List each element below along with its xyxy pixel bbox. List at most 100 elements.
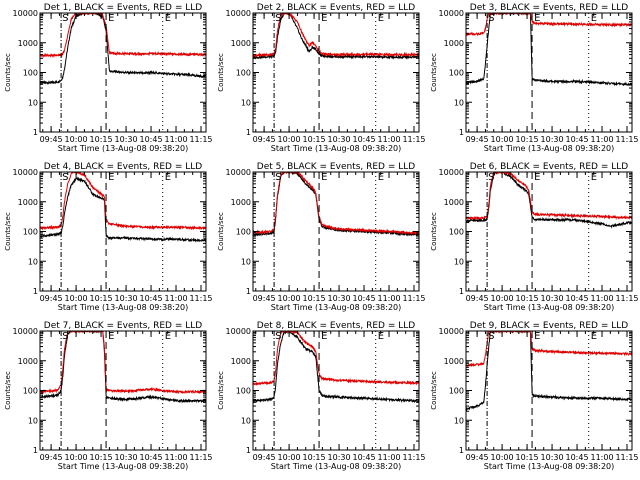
chart-panel-3: S E E 1 10 100 1000 10000 09:45 10:00 10:15 10:30 10… (430, 3, 639, 153)
x-tick-label: 09:45 (253, 294, 276, 303)
events-series-line (40, 13, 206, 85)
x-axis-label: Start Time (13-Aug-08 09:38:20) (484, 144, 615, 153)
y-tick-label: 100 (236, 228, 251, 237)
x-tick-label: 10:15 (90, 294, 113, 303)
chart-title: Det 4, BLACK = Events, RED = LLD (44, 162, 203, 172)
chart-panel-5: S E E 1 10 100 1000 10000 09:45 10:00 10:15 10:30 10… (217, 162, 426, 312)
y-axis-label: Counts/sec (430, 53, 438, 92)
y-tick-label: 10000 (439, 327, 464, 336)
y-tick-label: 1 (246, 287, 251, 296)
y-tick-label: 10 (454, 257, 464, 266)
event-marker-label: E (591, 13, 597, 24)
y-tick-label: 10 (28, 416, 38, 425)
chart-title: Det 9, BLACK = Events, RED = LLD (470, 321, 629, 331)
event-marker-label: E (165, 331, 171, 342)
event-marker-label: S (275, 172, 281, 183)
x-tick-label: 09:45 (40, 453, 63, 462)
plot-frame (465, 330, 633, 451)
chart-title: Det 8, BLACK = Events, RED = LLD (257, 321, 416, 331)
event-marker-label: S (275, 13, 281, 24)
x-tick-label: 10:30 (328, 294, 351, 303)
y-tick-label: 1 (459, 128, 464, 137)
event-marker-label: E (534, 13, 540, 24)
y-tick-label: 1000 (18, 39, 38, 48)
x-axis-label: Start Time (13-Aug-08 09:38:20) (271, 144, 402, 153)
y-tick-label: 10000 (13, 327, 38, 336)
event-marker-label: S (488, 172, 494, 183)
x-tick-label: 11:15 (615, 135, 638, 144)
y-axis-label: Counts/sec (430, 212, 438, 251)
x-tick-label: 09:45 (40, 294, 63, 303)
x-tick-label: 10:15 (90, 135, 113, 144)
y-tick-label: 1000 (18, 357, 38, 366)
y-tick-label: 100 (23, 387, 38, 396)
y-tick-label: 10000 (13, 168, 38, 177)
x-tick-label: 11:00 (377, 294, 400, 303)
event-marker-label: S (488, 331, 494, 342)
events-series-line (466, 13, 632, 87)
y-tick-label: 10000 (13, 9, 38, 18)
y-tick-label: 1 (459, 287, 464, 296)
x-tick-label: 11:15 (189, 135, 212, 144)
y-tick-label: 100 (449, 69, 464, 78)
x-tick-label: 10:00 (278, 453, 301, 462)
x-tick-label: 11:15 (189, 453, 212, 462)
x-tick-label: 10:30 (541, 294, 564, 303)
y-tick-label: 1 (459, 446, 464, 455)
x-tick-label: 10:00 (65, 453, 88, 462)
events-series-line (40, 331, 206, 404)
x-tick-label: 11:00 (377, 135, 400, 144)
x-tick-label: 10:15 (516, 453, 539, 462)
x-tick-label: 10:45 (140, 453, 163, 462)
event-marker-label: E (165, 172, 171, 183)
x-tick-label: 10:15 (90, 453, 113, 462)
event-marker-label: E (378, 331, 384, 342)
y-tick-label: 100 (236, 387, 251, 396)
lld-series-line (466, 331, 632, 368)
chart-title: Det 2, BLACK = Events, RED = LLD (257, 3, 416, 13)
x-tick-label: 11:00 (164, 453, 187, 462)
y-tick-label: 1000 (231, 198, 251, 207)
y-tick-label: 1000 (444, 198, 464, 207)
chart-panel-9: S E E 1 10 100 1000 10000 09:45 10:00 10:15 10:30 10… (430, 321, 639, 471)
y-tick-label: 1000 (444, 39, 464, 48)
event-marker-label: E (534, 331, 540, 342)
x-tick-label: 10:30 (115, 294, 138, 303)
x-tick-label: 10:45 (140, 135, 163, 144)
x-tick-label: 11:15 (402, 453, 425, 462)
lld-series-line (40, 13, 206, 59)
x-tick-label: 10:00 (65, 294, 88, 303)
y-tick-label: 1000 (444, 357, 464, 366)
event-marker-label: E (378, 172, 384, 183)
event-marker-label: E (165, 13, 171, 24)
event-marker-label: S (62, 331, 68, 342)
event-marker-label: E (378, 13, 384, 24)
x-tick-label: 10:45 (353, 453, 376, 462)
event-marker-label: S (488, 13, 494, 24)
x-tick-label: 10:45 (566, 294, 589, 303)
event-marker-label: E (108, 331, 114, 342)
x-tick-label: 09:45 (466, 453, 489, 462)
x-axis-label: Start Time (13-Aug-08 09:38:20) (58, 462, 189, 471)
y-axis-label: Counts/sec (4, 53, 12, 92)
x-tick-label: 10:30 (115, 453, 138, 462)
x-tick-label: 10:30 (115, 135, 138, 144)
y-tick-label: 100 (449, 387, 464, 396)
lld-series-line (253, 172, 419, 236)
event-marker-label: E (591, 331, 597, 342)
y-tick-label: 1000 (231, 357, 251, 366)
x-tick-label: 10:15 (303, 294, 326, 303)
x-tick-label: 10:00 (65, 135, 88, 144)
x-tick-label: 10:30 (541, 135, 564, 144)
event-marker-label: E (321, 13, 327, 24)
x-tick-label: 10:45 (566, 135, 589, 144)
y-tick-label: 10 (454, 98, 464, 107)
y-axis-label: Counts/sec (217, 371, 225, 410)
x-axis-label: Start Time (13-Aug-08 09:38:20) (271, 462, 402, 471)
event-marker-label: E (321, 331, 327, 342)
y-tick-label: 1000 (18, 198, 38, 207)
chart-title: Det 3, BLACK = Events, RED = LLD (470, 3, 629, 13)
chart-panel-8: S E E 1 10 100 1000 10000 09:45 10:00 10:15 10:30 10… (217, 321, 426, 471)
y-tick-label: 100 (23, 69, 38, 78)
